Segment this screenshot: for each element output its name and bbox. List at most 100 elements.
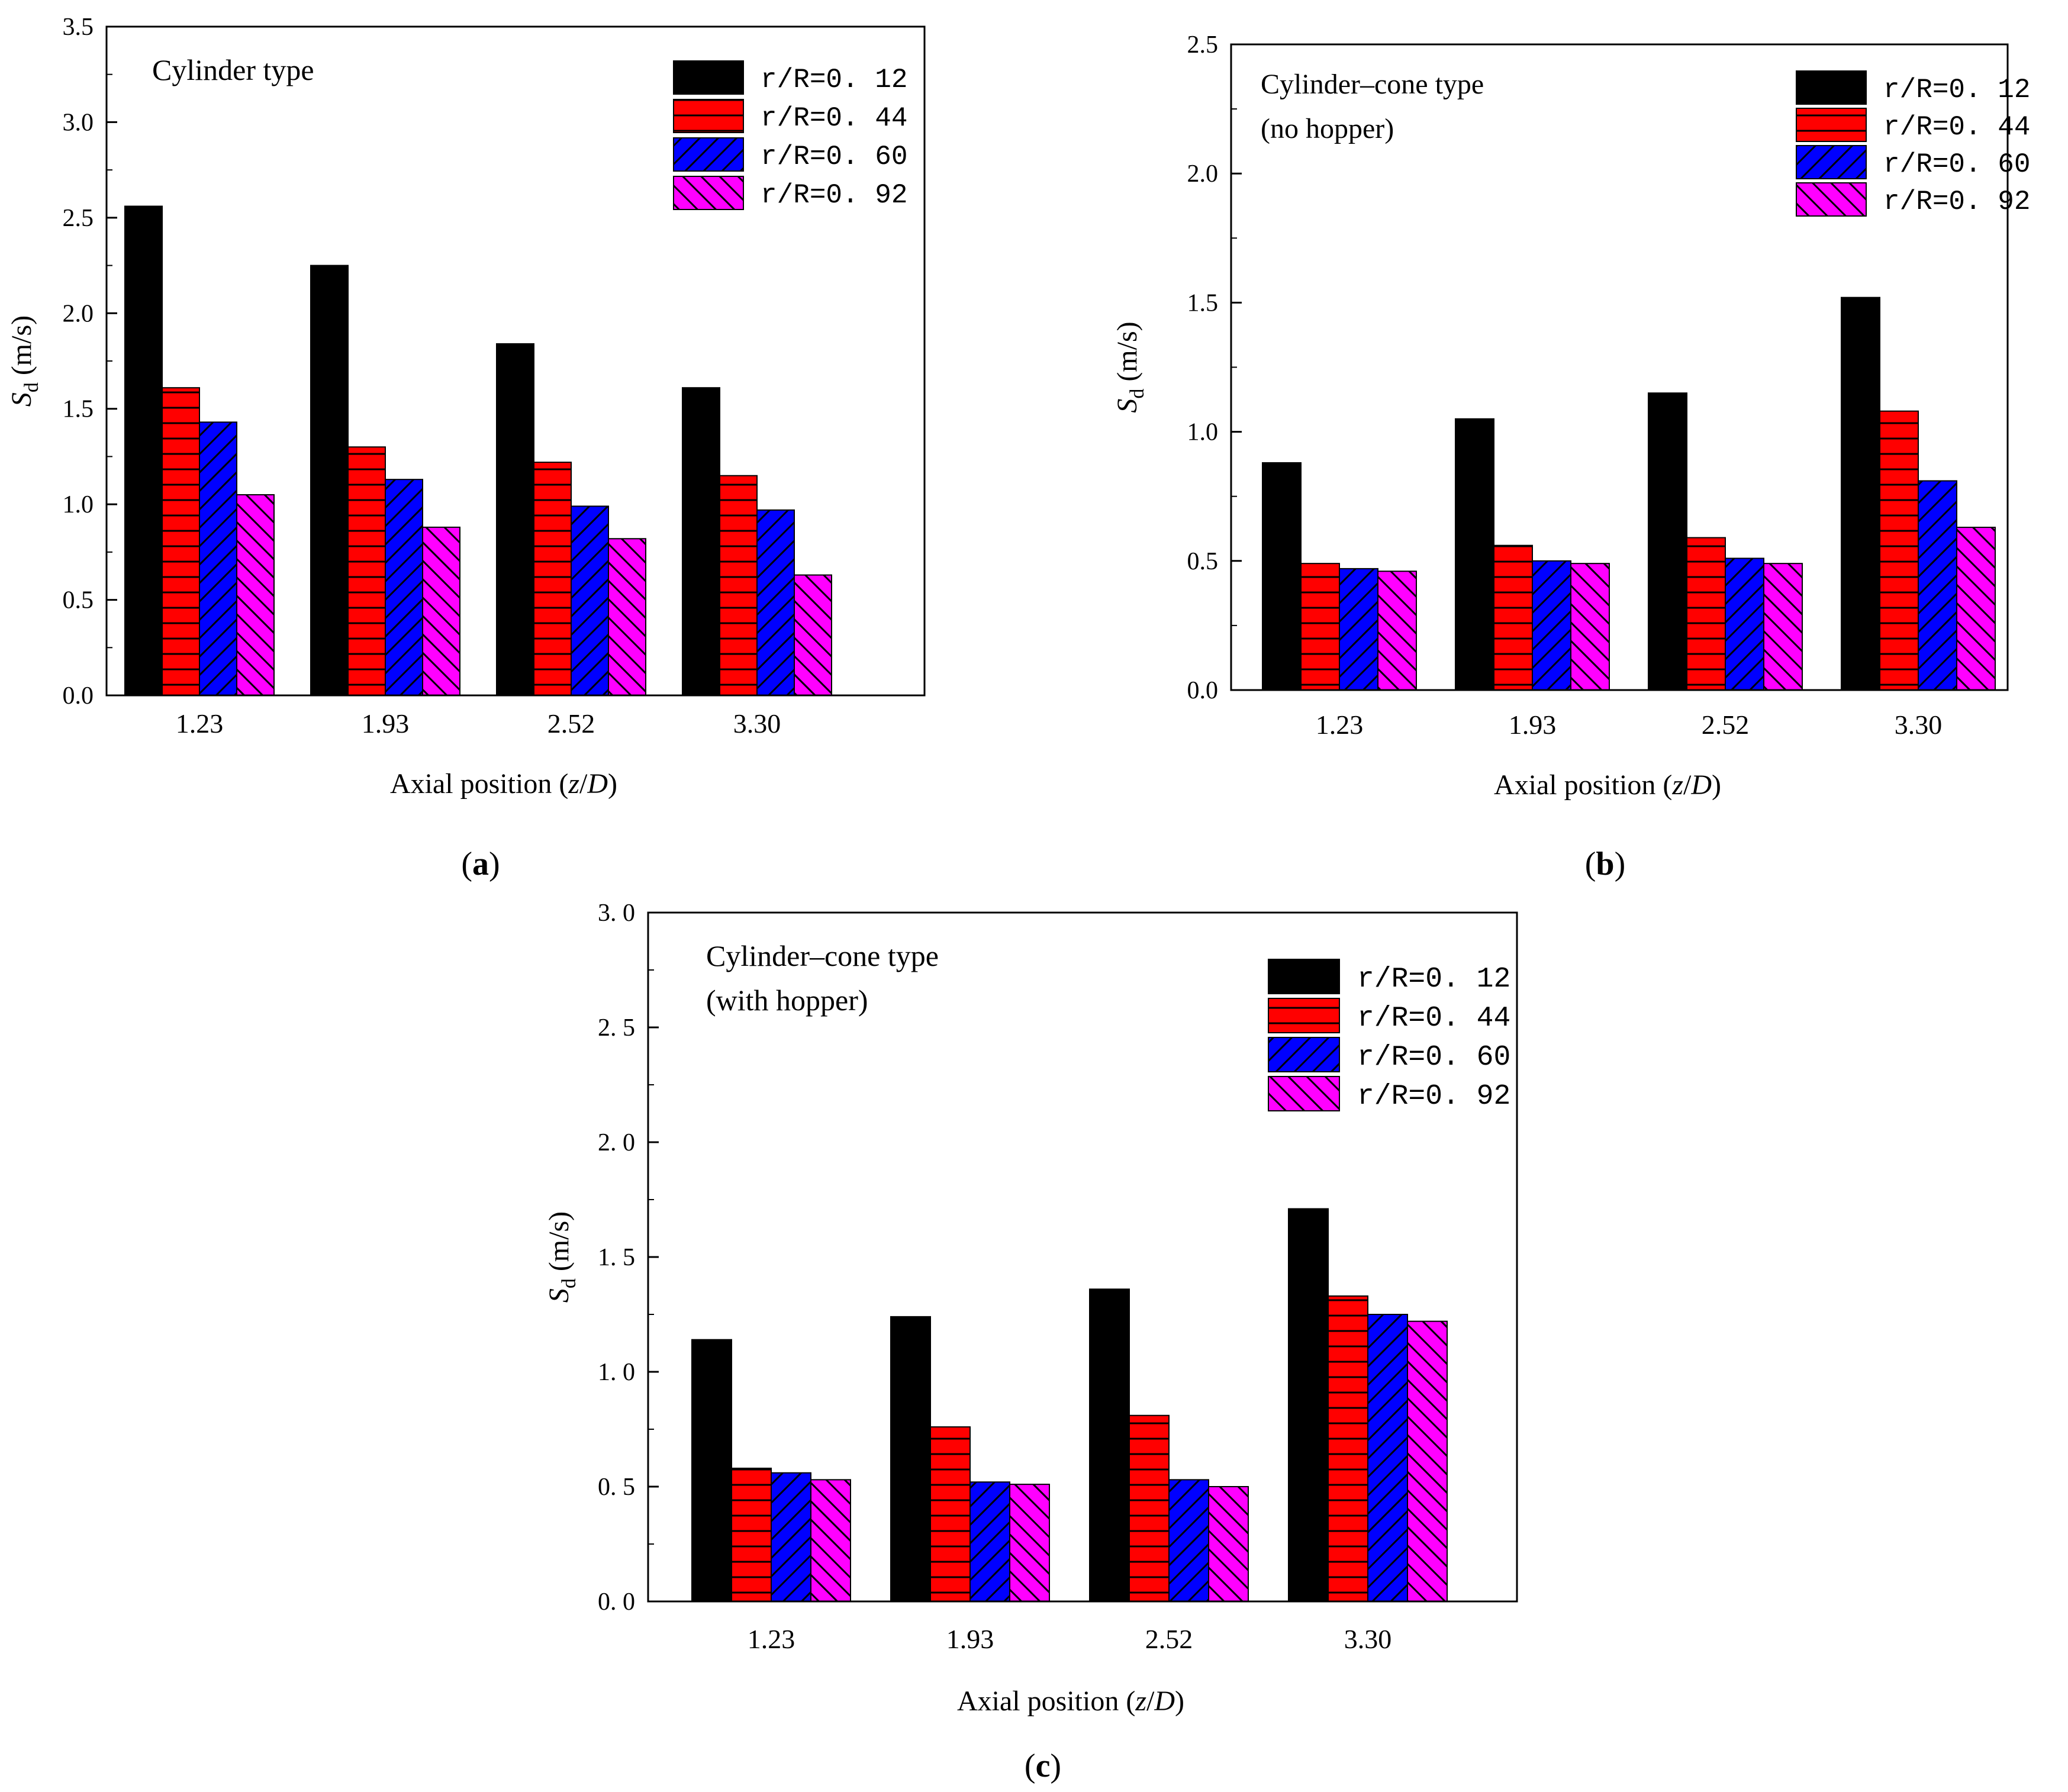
y-tick-label: 0.0 <box>63 682 94 710</box>
legend-label: r/R=0. 44 <box>1883 112 2030 143</box>
legend-swatch-1 <box>1796 70 1867 105</box>
legend-swatch-2 <box>1796 108 1867 142</box>
panel-label-paren: ) <box>1050 1748 1061 1784</box>
x-tick-label: 2.52 <box>547 708 595 739</box>
y-axis-label-unit: (m/s) <box>6 315 37 375</box>
bar-b-s1-1.23 <box>1262 462 1302 691</box>
x-tick-label: 1.23 <box>176 708 224 739</box>
legend-swatch-1 <box>1268 959 1340 994</box>
panel-label-letter: c <box>1036 1748 1051 1784</box>
x-axis-label-var: D <box>1154 1685 1175 1717</box>
y-axis-label-space <box>543 1271 575 1278</box>
panel-label-letter: a <box>472 846 489 882</box>
bar-c-s4-1.23 <box>810 1479 851 1603</box>
bar-b-s4-2.52 <box>1763 563 1803 691</box>
bar-a-s4-2.52 <box>608 538 646 696</box>
y-axis-label-subscript: d <box>1126 389 1148 399</box>
bar-a-s2-1.23 <box>162 387 200 696</box>
x-axis-label: Axial position (z/D) <box>957 1685 1184 1717</box>
legend-label: r/R=0. 92 <box>761 180 907 211</box>
legend-label: r/R=0. 60 <box>761 141 907 172</box>
bar-c-s2-2.52 <box>1129 1414 1170 1602</box>
x-axis-label-text: Axial position ( <box>957 1685 1135 1717</box>
y-tick-label: 2.0 <box>63 300 94 327</box>
bar-b-s3-2.52 <box>1725 557 1764 691</box>
y-axis-label: Sd (m/s) <box>6 315 43 407</box>
panel-label-paren: ) <box>1615 846 1626 882</box>
legend-label: r/R=0. 12 <box>1357 963 1510 995</box>
panel-label: (c) <box>1025 1748 1061 1784</box>
chart-panel-c: 0. 0 0. 5 1. 0 1. 5 2. 0 2. 5 3. 0 1.23 1.93 2.52… <box>543 900 1518 1784</box>
y-tick-label: 0.5 <box>63 587 94 614</box>
bar-a-s1-2.52 <box>496 343 534 696</box>
chart-panel-b: 0.0 0.5 1.0 1.5 2.0 2.5 1.23 1.93 2.52 3.30 Axial … <box>1112 31 2030 882</box>
chart-annotation: (no hopper) <box>1261 113 1394 144</box>
bar-c-s4-2.52 <box>1208 1486 1249 1602</box>
panel-label-paren: ) <box>489 846 500 882</box>
bar-a-s3-1.23 <box>199 421 237 696</box>
bar-a-s2-3.30 <box>719 475 758 696</box>
bar-a-s1-1.23 <box>124 205 163 696</box>
chart-annotation: Cylinder–cone type <box>706 939 939 972</box>
legend-label: r/R=0. 92 <box>1883 186 2030 217</box>
legend-swatch-4 <box>1796 182 1867 217</box>
bar-a-s1-3.30 <box>682 387 720 696</box>
y-tick-label: 1.5 <box>1187 289 1219 317</box>
panel-label-paren: ( <box>461 846 472 882</box>
legend-swatch-3 <box>673 137 744 172</box>
bar-a-s4-1.23 <box>236 494 275 696</box>
legend-label: r/R=0. 92 <box>1357 1081 1510 1113</box>
bar-b-s3-1.23 <box>1339 568 1378 691</box>
legend-swatch-3 <box>1268 1037 1340 1072</box>
legend-label: r/R=0. 12 <box>1883 75 2030 105</box>
bar-c-s2-1.93 <box>930 1426 971 1603</box>
y-tick-label: 3.5 <box>63 14 94 41</box>
bar-a-s1-1.93 <box>310 265 349 697</box>
y-tick-label: 2.0 <box>1187 160 1219 188</box>
x-axis-label-var: D <box>1690 769 1712 801</box>
chart-annotation: Cylinder–cone type <box>1261 69 1484 100</box>
legend-swatch-4 <box>1268 1076 1340 1111</box>
chart-panel-a: 0.0 0.5 1.0 1.5 2.0 2.5 3.0 3.5 1.23 1.93 2.52 3.30… <box>6 14 926 882</box>
x-axis-label-sep: / <box>1683 769 1692 801</box>
bar-c-s3-1.93 <box>969 1481 1010 1602</box>
bar-a-s2-1.93 <box>347 446 386 696</box>
y-axis-label: Sd (m/s) <box>543 1211 580 1303</box>
legend-label: r/R=0. 12 <box>761 65 907 95</box>
bar-c-s1-1.93 <box>890 1316 931 1602</box>
y-axis-label-subscript: d <box>21 382 43 392</box>
bar-a-s3-1.93 <box>385 479 423 697</box>
y-tick-label: 0.0 <box>1187 677 1219 704</box>
y-tick-label: 3.0 <box>63 109 94 136</box>
legend-label: r/R=0. 44 <box>761 103 907 134</box>
x-axis-label-text: ) <box>1712 769 1721 801</box>
y-tick-label: 1.0 <box>63 491 94 518</box>
bar-b-s3-3.30 <box>1918 480 1957 691</box>
y-tick-label: 2.5 <box>1187 31 1219 59</box>
x-axis-label: Axial position (z/D) <box>390 768 617 800</box>
bar-b-s1-1.93 <box>1455 418 1494 691</box>
bar-c-s3-2.52 <box>1168 1479 1209 1603</box>
x-tick-label: 2.52 <box>1145 1624 1193 1654</box>
bar-b-s1-2.52 <box>1648 392 1687 691</box>
x-tick-label: 1.93 <box>1509 710 1557 740</box>
x-tick-label: 2.52 <box>1702 710 1750 740</box>
bar-a-s4-3.30 <box>794 574 832 696</box>
y-axis-label-unit: (m/s) <box>543 1211 575 1271</box>
legend-swatch-2 <box>673 99 744 133</box>
bar-c-s3-1.23 <box>771 1472 811 1602</box>
x-axis-label-sep: / <box>579 768 588 800</box>
bar-c-s4-1.93 <box>1009 1484 1050 1603</box>
y-tick-label: 1. 0 <box>598 1359 635 1386</box>
bar-b-s2-1.93 <box>1493 544 1533 691</box>
x-axis-label-text: ) <box>608 768 617 800</box>
y-tick-label: 2. 0 <box>598 1129 635 1156</box>
y-axis-label-space <box>1112 382 1143 389</box>
y-axis-label-subscript: d <box>558 1278 580 1288</box>
bar-c-s2-1.23 <box>731 1467 772 1602</box>
y-tick-label: 3. 0 <box>598 900 635 927</box>
x-tick-label: 1.23 <box>748 1624 795 1654</box>
bar-c-s1-3.30 <box>1288 1208 1329 1602</box>
y-tick-label: 0. 5 <box>598 1474 635 1501</box>
bar-b-s4-1.23 <box>1377 571 1417 691</box>
